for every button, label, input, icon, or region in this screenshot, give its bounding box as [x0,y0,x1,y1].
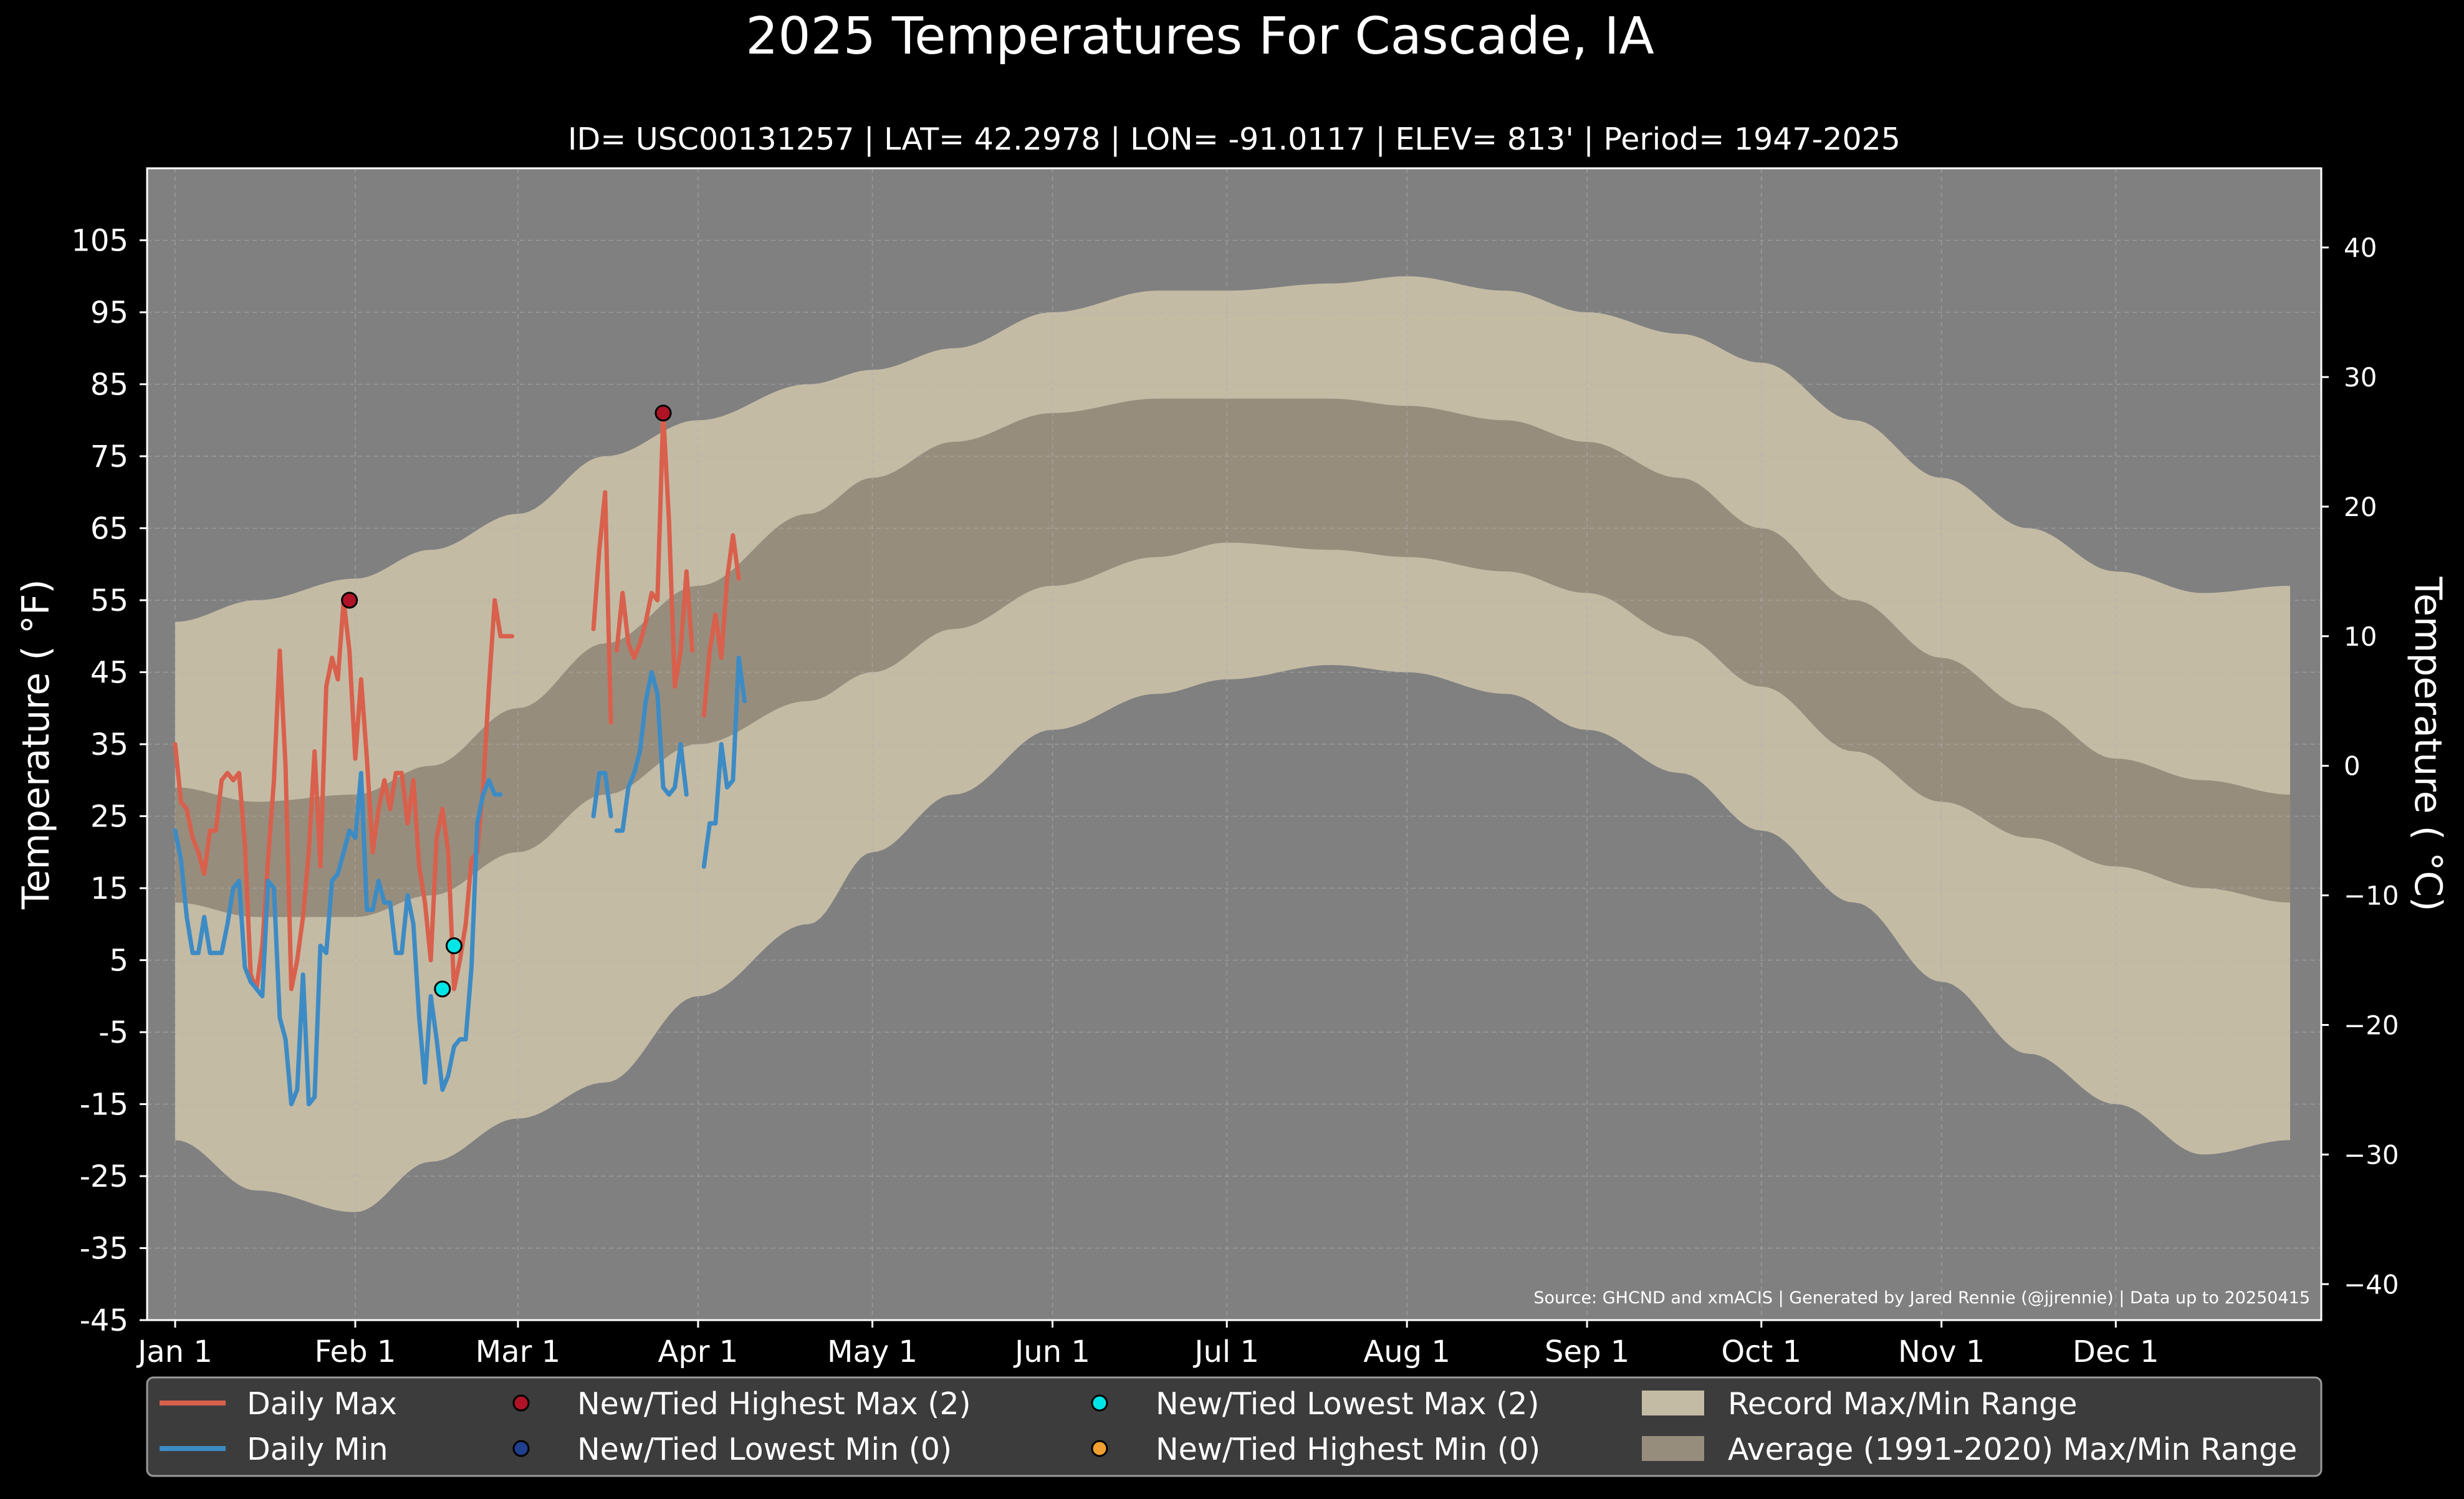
source-note: Source: GHCND and xmACIS | Generated by … [1533,1288,2310,1308]
y-right-tick-label: 0 [2344,751,2361,782]
y-tick-label: 15 [90,871,128,906]
legend-box [146,1376,2323,1477]
record-points-layer [341,405,672,998]
legend-label: Average (1991-2020) Max/Min Range [1728,1432,2297,1467]
y-tick-label: 55 [90,583,128,618]
y-tick-label: -25 [80,1159,128,1194]
x-tick-label: Apr 1 [658,1334,739,1369]
x-tick-label: Jun 1 [1013,1334,1090,1369]
x-tick-label: Oct 1 [1721,1334,1801,1369]
y-axis-right: 40 30 20 10 0 −10 −20 −30 −40 [2321,232,2399,1300]
y-right-tick-label: 20 [2344,492,2377,522]
x-tick-label: Feb 1 [315,1334,396,1369]
x-tick-label: Jan 1 [136,1334,213,1369]
y-tick-label: 75 [90,439,128,474]
x-tick-label: Sep 1 [1545,1334,1629,1369]
y-tick-label: 95 [90,295,128,330]
record-point [654,405,672,422]
chart-title: 2025 Temperatures For Cascade, IA [745,7,1654,66]
y-right-tick-label: −20 [2344,1010,2399,1040]
y-tick-label: 45 [90,656,128,691]
y-tick-label: 5 [109,944,128,979]
x-tick-label: Mar 1 [476,1334,560,1369]
legend-label: New/Tied Lowest Min (0) [577,1432,952,1467]
x-tick-label: Dec 1 [2073,1334,2159,1369]
record-point [341,591,358,609]
x-axis: Jan 1 Feb 1 Mar 1 Apr 1 May 1 Jun 1 Jul 1 Aug 1… [136,1320,2159,1369]
y-tick-label: 25 [90,800,128,835]
x-tick-label: Aug 1 [1363,1334,1450,1369]
y-tick-label: -35 [80,1232,128,1267]
y-right-tick-label: −30 [2344,1139,2399,1170]
y-axis-label-right: Temperature ( °C) [2406,577,2450,912]
legend-symbol [1091,1394,1108,1412]
y-right-tick-label: −10 [2344,881,2399,911]
legend-label: New/Tied Highest Min (0) [1156,1432,1540,1467]
daily-min-line [591,770,613,818]
x-tick-label: Jul 1 [1192,1334,1259,1369]
y-right-tick-label: −40 [2344,1269,2399,1300]
legend-symbol [1642,1391,1704,1415]
y-tick-label: 35 [90,727,128,762]
x-tick-label: May 1 [827,1334,918,1369]
y-tick-label: -15 [80,1088,128,1123]
daily-min-line [173,770,503,1106]
y-axis-label-left: Temperature ( °F) [14,579,58,910]
y-tick-label: 65 [90,512,128,547]
chart-subtitle: ID= USC00131257 | LAT= 42.2978 | LON= -9… [568,122,1901,157]
legend-label: Daily Max [247,1386,397,1422]
daily-max-line [701,533,741,718]
y-tick-label: 105 [71,224,128,259]
daily-max-line [614,411,695,689]
y-right-tick-label: 10 [2344,621,2377,652]
record-point [445,937,463,954]
legend-symbol [1091,1440,1108,1457]
y-tick-label: -45 [80,1303,128,1338]
legend-label: New/Tied Lowest Max (2) [1156,1386,1540,1422]
daily-max-line [591,490,613,725]
legend-symbol [1642,1436,1704,1461]
y-tick-label: -5 [98,1015,128,1050]
daily-min-line [701,655,747,869]
record-point [434,980,451,998]
legend-symbol [512,1440,530,1457]
legend-label: Record Max/Min Range [1728,1386,2078,1422]
legend-label: Daily Min [247,1432,388,1467]
daily-min-line [614,670,689,833]
y-tick-label: 85 [90,368,128,403]
y-right-tick-label: 30 [2344,362,2377,393]
y-axis-left: 105 95 85 75 65 55 45 35 25 15 5 -5 -15 -25 -35 -45 [71,224,147,1338]
legend: Daily Max New/Tied Highest Max (2) New/Tie… [160,1386,2297,1467]
legend-symbol [512,1394,530,1412]
legend-label: New/Tied Highest Max (2) [577,1386,971,1422]
x-tick-label: Nov 1 [1898,1334,1985,1369]
y-right-tick-label: 40 [2344,232,2377,263]
